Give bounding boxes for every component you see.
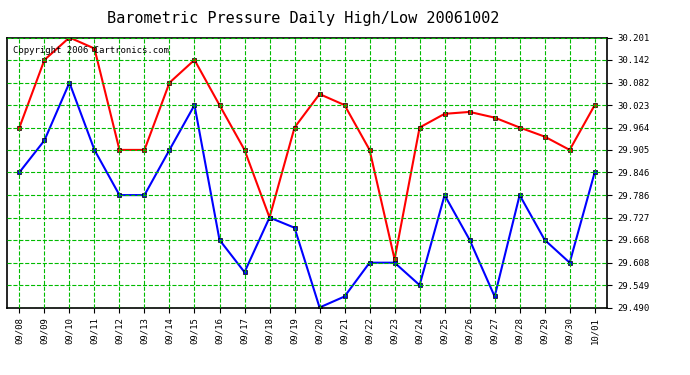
Text: Barometric Pressure Daily High/Low 20061002: Barometric Pressure Daily High/Low 20061… (108, 11, 500, 26)
Text: Copyright 2006 Cartronics.com: Copyright 2006 Cartronics.com (13, 46, 169, 55)
